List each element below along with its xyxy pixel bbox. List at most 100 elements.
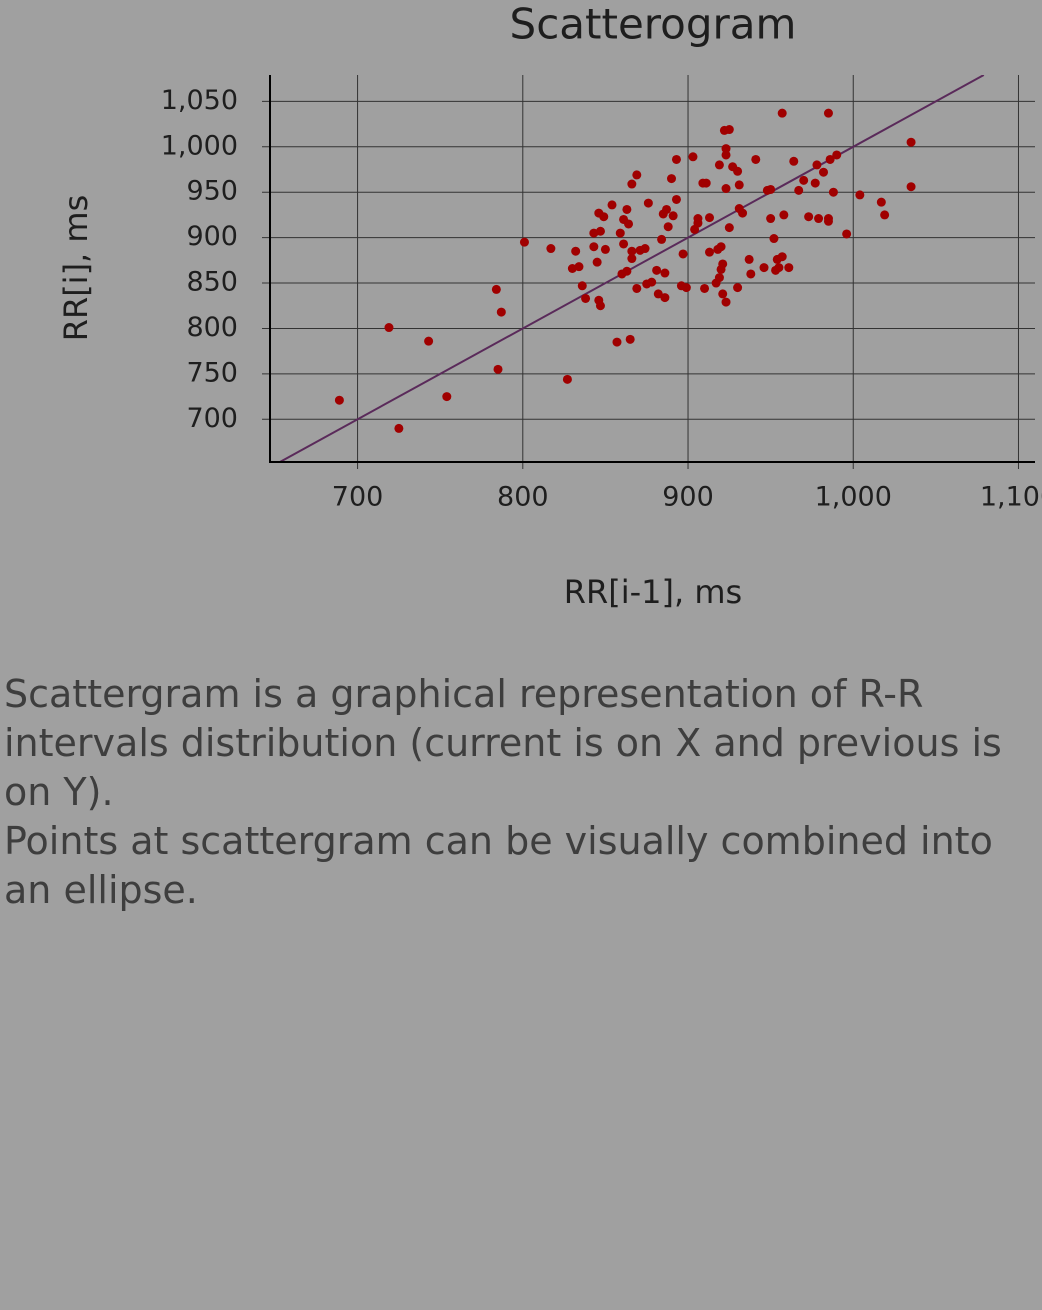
point	[823, 108, 833, 118]
point	[766, 214, 776, 224]
point	[546, 244, 556, 254]
y-tick-label: 900	[186, 221, 238, 252]
y-tick-label: 750	[186, 357, 238, 388]
point	[394, 423, 404, 433]
point	[577, 281, 587, 291]
point	[442, 392, 452, 402]
point	[592, 257, 602, 267]
point	[906, 182, 916, 192]
point	[640, 244, 650, 254]
point	[751, 154, 761, 164]
point	[718, 289, 728, 299]
point	[627, 254, 637, 264]
point	[804, 212, 814, 222]
point	[595, 226, 605, 236]
point	[424, 336, 434, 346]
point	[662, 204, 672, 214]
point	[519, 237, 529, 247]
point	[724, 125, 734, 135]
point	[784, 263, 794, 273]
point	[855, 190, 865, 200]
point	[766, 184, 776, 194]
point	[647, 277, 657, 287]
point	[842, 229, 852, 239]
point	[653, 289, 663, 299]
point	[334, 395, 344, 405]
y-tick-label: 800	[186, 312, 238, 343]
point	[384, 323, 394, 333]
point	[496, 307, 506, 317]
x-tick-label: 1,100	[980, 482, 1042, 513]
point	[789, 156, 799, 166]
y-tick-label: 950	[186, 176, 238, 207]
point	[612, 337, 622, 347]
point	[810, 178, 820, 188]
point	[589, 242, 599, 252]
point	[668, 211, 678, 221]
identity-line	[279, 75, 985, 462]
point	[738, 208, 748, 218]
x-tick-label: 800	[497, 482, 549, 513]
point	[619, 239, 629, 249]
x-axis-label: RR[i-1], ms	[564, 573, 742, 611]
point	[825, 154, 835, 164]
point	[632, 170, 642, 180]
x-tick-label: 900	[662, 482, 714, 513]
point	[671, 194, 681, 204]
point	[667, 174, 677, 184]
point	[660, 268, 670, 278]
point	[688, 152, 698, 162]
point	[828, 187, 838, 197]
point	[721, 184, 731, 194]
point	[906, 137, 916, 147]
chart-title: Scatterogram	[510, 0, 797, 49]
y-tick-label: 700	[186, 403, 238, 434]
point	[652, 265, 662, 275]
y-tick-label: 1,000	[161, 130, 238, 161]
point	[693, 214, 703, 224]
point	[799, 175, 809, 185]
point	[632, 283, 642, 293]
point	[700, 283, 710, 293]
point	[491, 284, 501, 294]
point	[624, 219, 634, 229]
point	[794, 185, 804, 195]
point	[746, 269, 756, 279]
point	[663, 222, 673, 232]
point	[705, 247, 715, 257]
point	[744, 254, 754, 264]
description-text: Scattergram is a graphical representatio…	[4, 672, 1002, 814]
point	[733, 283, 743, 293]
point	[721, 144, 731, 154]
point	[832, 150, 842, 160]
point	[714, 273, 724, 283]
point	[777, 252, 787, 262]
point	[724, 223, 734, 233]
point	[574, 262, 584, 272]
point	[571, 246, 581, 256]
y-tick-label: 850	[186, 267, 238, 298]
grid	[262, 75, 1035, 469]
point	[581, 293, 591, 303]
point	[705, 213, 715, 223]
point	[777, 108, 787, 118]
point	[769, 234, 779, 244]
description-text: Points at scattergram can be visually co…	[4, 819, 993, 912]
plot-area	[279, 75, 985, 462]
point	[876, 197, 886, 207]
point	[678, 249, 688, 259]
point	[625, 334, 635, 344]
point	[599, 212, 609, 222]
point	[627, 246, 637, 256]
point	[774, 263, 784, 273]
y-tick-label: 1,050	[161, 85, 238, 116]
point	[622, 204, 632, 214]
point	[701, 178, 711, 188]
x-tick-label: 1,000	[815, 482, 892, 513]
point	[657, 234, 667, 244]
point	[671, 154, 681, 164]
point	[812, 160, 822, 170]
point	[600, 244, 610, 254]
x-tick-label: 700	[332, 482, 384, 513]
